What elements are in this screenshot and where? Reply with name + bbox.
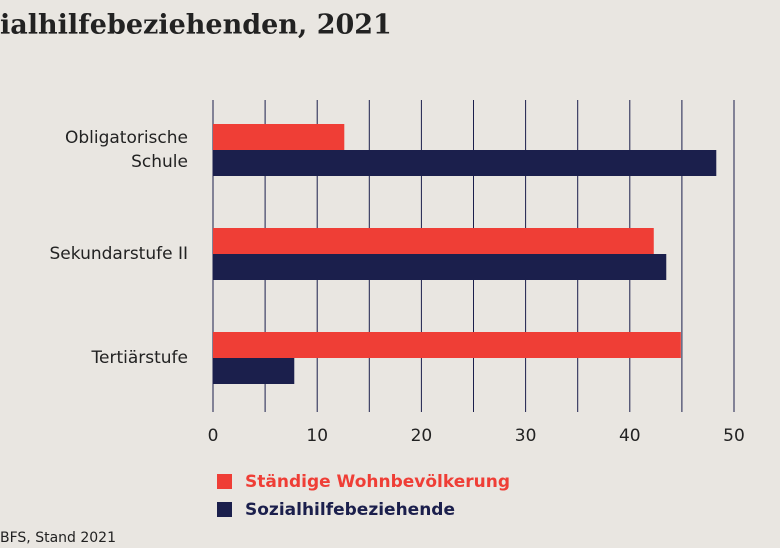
legend-label: Ständige Wohnbevölkerung [245, 472, 510, 492]
x-tick-label: 0 [208, 426, 219, 446]
bar [213, 358, 295, 384]
chart-title: ialhilfebeziehenden, 2021 [0, 10, 392, 41]
legend-swatch [217, 474, 232, 489]
x-tick-label: 20 [411, 426, 433, 446]
bar [213, 124, 345, 150]
x-tick-label: 30 [515, 426, 537, 446]
y-tick-label: Tertiärstufe [91, 348, 188, 368]
y-tick-label: Sekundarstufe II [49, 244, 189, 264]
bar [213, 332, 681, 358]
bar [213, 150, 717, 176]
legend-swatch [217, 502, 232, 517]
x-tick-label: 40 [619, 426, 641, 446]
x-tick-label: 10 [306, 426, 328, 446]
y-tick-label: Obligatorische Schule [64, 128, 188, 172]
bar [213, 228, 654, 254]
x-tick-label: 50 [723, 426, 745, 446]
bar [213, 254, 667, 280]
source: BFS, Stand 2021 [0, 530, 116, 546]
legend-label: Sozialhilfebeziehende [245, 500, 455, 520]
